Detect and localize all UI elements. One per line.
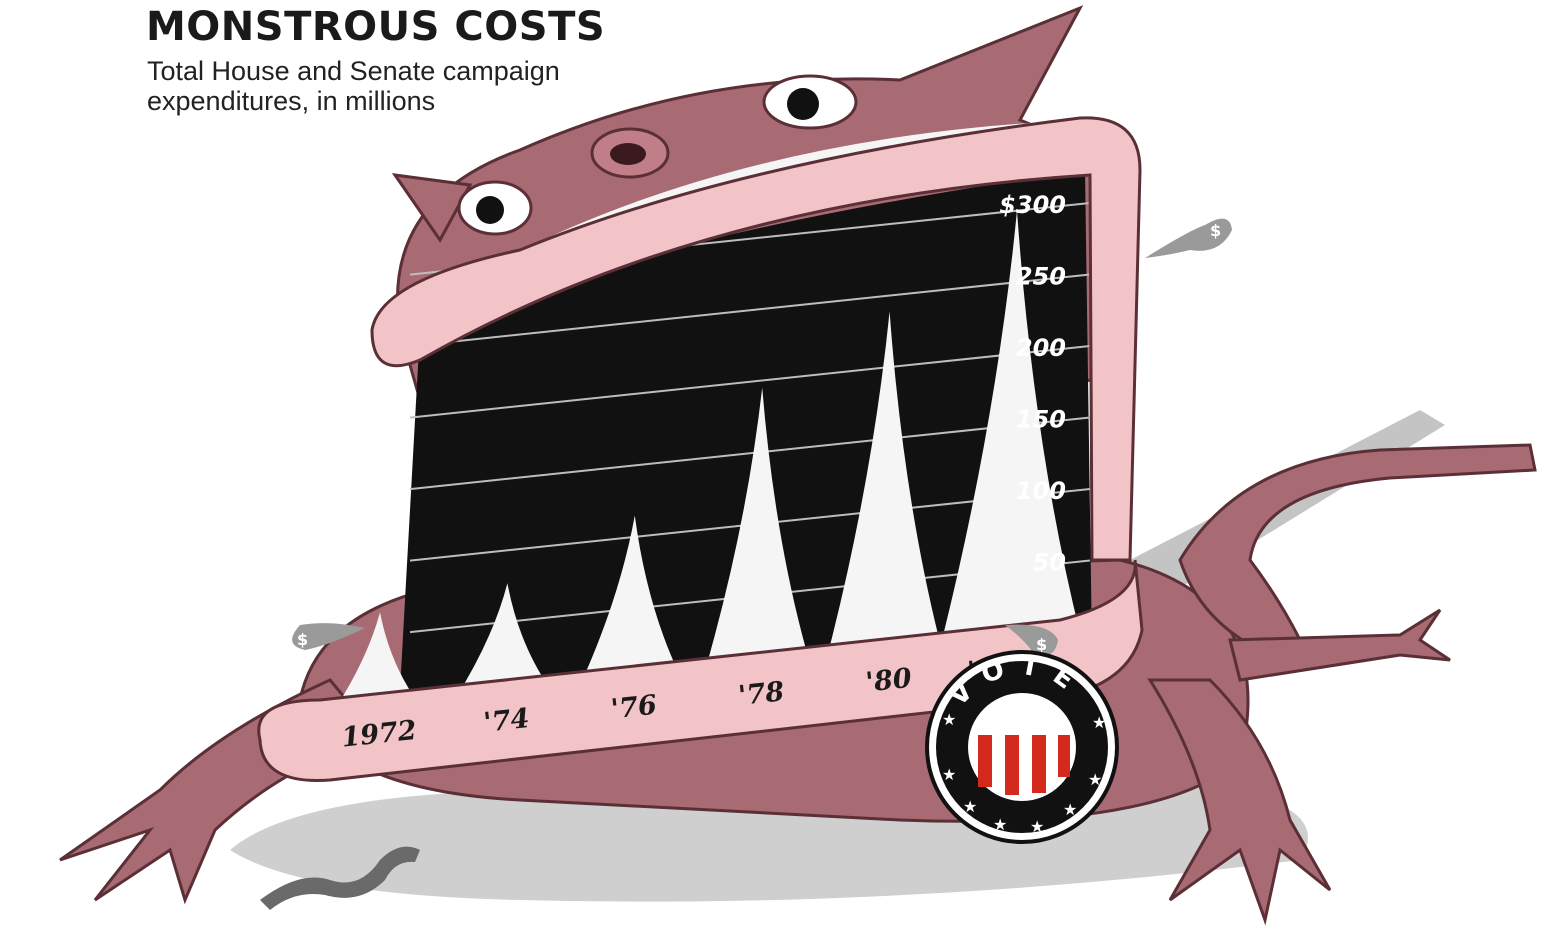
y-tick-label: 50	[1033, 549, 1066, 577]
grid-line	[409, 416, 1091, 491]
y-axis-labels: 50 100 150 200 250 $300	[999, 191, 1066, 577]
spike-bar	[455, 583, 551, 699]
dollar-droplet-icon: $	[1005, 624, 1058, 656]
star-icon: ★	[942, 765, 956, 784]
x-tick-label: '76	[609, 690, 658, 726]
monster-right-leg	[1147, 678, 1332, 926]
x-tick-label: '78	[737, 676, 786, 712]
svg-text:$: $	[297, 630, 308, 649]
monster-tail	[1178, 443, 1537, 652]
star-icon: ★	[1092, 713, 1106, 732]
spike-bar	[826, 311, 942, 660]
monster-right-pupil	[787, 88, 819, 120]
star-icon: ★	[942, 710, 956, 729]
y-tick-label: 200	[1016, 334, 1066, 362]
x-tick-label: '80	[864, 663, 913, 699]
data-spikes	[333, 210, 1080, 712]
spike-bar	[940, 210, 1080, 648]
y-tick-label: 250	[1016, 263, 1066, 291]
ground-squiggle	[260, 846, 420, 910]
chart-title: MONSTROUS COSTS	[146, 4, 606, 50]
monster-left-ear	[391, 173, 473, 243]
dollar-droplet-icon: $	[292, 623, 365, 650]
star-icon: ★	[1030, 817, 1044, 836]
svg-text:$: $	[1210, 221, 1221, 240]
vote-badge-icon: VOTE ★ ★ ★ ★ ★ ★ ★ ★	[925, 650, 1119, 844]
spike-bar	[333, 612, 419, 712]
spike-bar	[704, 387, 810, 673]
star-icon: ★	[993, 815, 1007, 834]
y-tick-label: 100	[1016, 477, 1066, 505]
upper-lip	[370, 116, 1142, 562]
chart-subtitle: Total House and Senate campaign expendit…	[147, 56, 560, 116]
x-tick-label: '74	[482, 703, 531, 739]
grid-line	[409, 273, 1091, 348]
star-icon: ★	[1088, 770, 1102, 789]
spike-bar	[579, 515, 680, 686]
y-tick-label: $300	[999, 191, 1066, 219]
dollar-droplet-icon: $	[1145, 218, 1232, 258]
star-icon: ★	[1063, 800, 1077, 819]
monster-left-pupil	[476, 196, 504, 224]
lower-lip	[257, 559, 1144, 782]
y-tick-label: 150	[1016, 406, 1066, 434]
star-icon: ★	[963, 797, 977, 816]
grid-line	[409, 345, 1091, 419]
monster-arm	[1228, 608, 1451, 682]
svg-text:$: $	[1036, 635, 1047, 654]
monster-nostril	[610, 143, 646, 165]
